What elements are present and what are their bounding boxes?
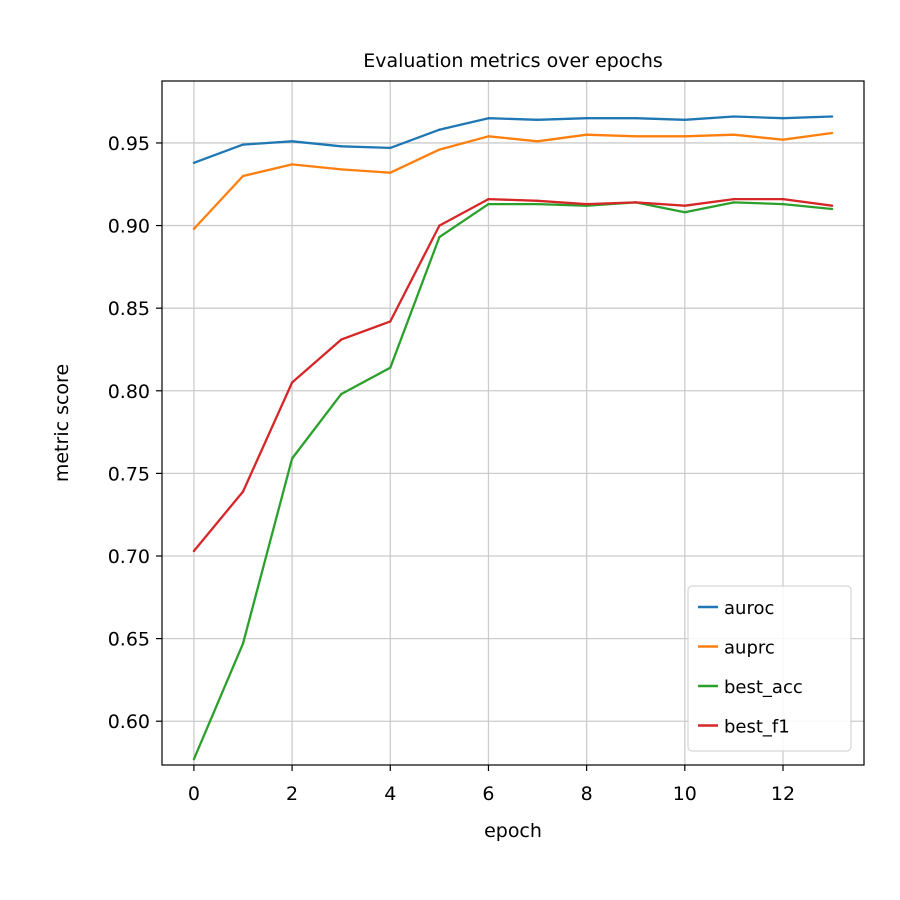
data-point-auroc: [487, 116, 490, 120]
data-point-best-acc: [290, 457, 294, 460]
data-point-auroc: [438, 128, 441, 131]
data-point-best-f1: [781, 197, 785, 201]
data-point-best-f1: [830, 204, 834, 207]
data-point-best-f1: [487, 197, 490, 201]
legend-label-best-f1: best_f1: [724, 717, 790, 738]
data-point-auroc: [683, 118, 687, 122]
x-tick-label: 8: [581, 783, 593, 805]
data-point-auprc: [585, 133, 588, 136]
series-line-best-f1: [193, 197, 833, 552]
grid: [162, 81, 864, 765]
data-point-auprc: [634, 135, 637, 138]
data-point-auroc: [339, 145, 343, 148]
data-point-best-acc: [536, 202, 539, 206]
data-point-auroc: [192, 161, 196, 164]
y-tick-label: 0.95: [108, 133, 150, 155]
series-line-auprc: [193, 131, 833, 230]
axis-ticks: 0 2 4 6 8 10 12 0.60 0.65 0.70 0.75 0.80 0.85 0.90 0.9…: [108, 133, 795, 805]
x-tick-label: 0: [188, 783, 200, 805]
data-point-auprc: [438, 148, 441, 151]
data-point-auprc: [389, 171, 392, 174]
data-point-best-f1: [192, 549, 196, 553]
data-point-auprc: [830, 131, 834, 135]
x-tick-label: 10: [673, 783, 697, 805]
data-point-auprc: [192, 227, 196, 231]
data-point-best-f1: [683, 204, 687, 207]
data-point-best-acc: [389, 366, 392, 369]
data-point-auprc: [732, 133, 736, 136]
data-point-best-acc: [487, 202, 490, 206]
data-point-auprc: [683, 135, 687, 138]
data-point-auprc: [536, 140, 539, 143]
data-point-auroc: [634, 116, 637, 120]
x-tick-label: 12: [771, 783, 795, 805]
data-point-auroc: [781, 116, 785, 120]
y-axis-label: metric score: [51, 364, 73, 482]
x-tick-label: 6: [482, 783, 494, 805]
plot-frame: [161, 80, 865, 766]
data-point-best-acc: [438, 235, 441, 239]
data-point-auprc: [241, 174, 245, 178]
chart-title: Evaluation metrics over epochs: [363, 50, 663, 72]
series-lines: [192, 115, 834, 761]
data-point-best-acc: [683, 211, 687, 214]
data-point-auroc: [830, 115, 834, 118]
y-tick-label: 0.90: [108, 216, 150, 238]
data-point-auroc: [732, 115, 736, 118]
y-tick-label: 0.60: [108, 711, 150, 733]
data-point-auprc: [290, 163, 294, 166]
data-point-auroc: [536, 118, 539, 122]
x-tick-label: 4: [384, 783, 396, 805]
data-point-best-acc: [830, 207, 834, 211]
data-point-best-f1: [732, 197, 736, 201]
x-tick-label: 2: [286, 783, 298, 805]
data-point-best-acc: [781, 202, 785, 206]
legend-label-best-acc: best_acc: [724, 677, 803, 698]
data-point-best-f1: [634, 201, 637, 204]
data-point-best-f1: [389, 320, 392, 323]
legend-label-auroc: auroc: [724, 598, 774, 619]
data-point-auprc: [487, 135, 490, 138]
data-point-auroc: [241, 143, 245, 146]
y-tick-label: 0.85: [108, 298, 150, 320]
legend-box: [687, 585, 852, 752]
x-axis-label: epoch: [484, 820, 542, 842]
data-point-best-acc: [339, 392, 343, 396]
data-point-best-f1: [241, 490, 245, 493]
data-point-auroc: [389, 146, 392, 150]
data-point-best-f1: [339, 338, 343, 341]
data-point-best-f1: [438, 224, 441, 227]
data-point-auprc: [339, 168, 343, 171]
legend: auroc auprc best_acc best_f1: [687, 585, 852, 752]
y-tick-label: 0.80: [108, 381, 150, 403]
data-point-auprc: [781, 138, 785, 141]
legend-label-auprc: auprc: [724, 638, 775, 659]
data-point-best-acc: [241, 642, 245, 645]
data-point-best-f1: [536, 199, 539, 202]
data-point-auroc: [290, 140, 294, 143]
data-point-auroc: [585, 116, 588, 120]
y-tick-label: 0.75: [108, 463, 150, 485]
data-point-best-acc: [732, 201, 736, 204]
data-point-best-f1: [585, 202, 588, 206]
y-tick-label: 0.70: [108, 546, 150, 568]
y-tick-label: 0.65: [108, 629, 150, 651]
series-line-auroc: [193, 115, 833, 164]
series-line-best-acc: [192, 201, 833, 760]
data-point-best-f1: [290, 381, 294, 384]
data-point-best-acc: [192, 758, 196, 761]
